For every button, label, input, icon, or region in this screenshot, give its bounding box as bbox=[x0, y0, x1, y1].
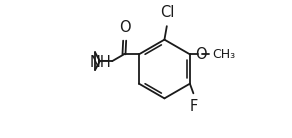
Text: O: O bbox=[119, 19, 131, 34]
Text: O: O bbox=[195, 47, 207, 62]
Text: NH: NH bbox=[90, 55, 112, 70]
Text: Cl: Cl bbox=[160, 5, 175, 20]
Text: F: F bbox=[190, 99, 198, 114]
Text: CH₃: CH₃ bbox=[212, 48, 235, 61]
